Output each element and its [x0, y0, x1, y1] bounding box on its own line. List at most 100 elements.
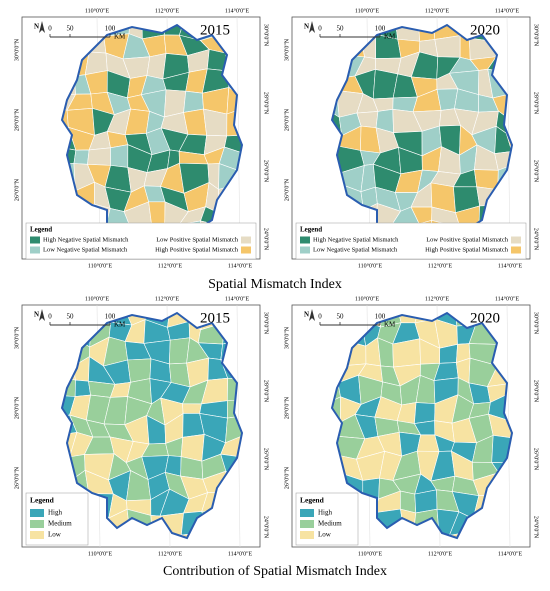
- scale-label: 50: [337, 25, 345, 33]
- scale-unit: KM: [384, 33, 396, 41]
- legend-box: [25, 222, 257, 260]
- legend-label: High Positive Spatial Mismatch: [155, 246, 239, 253]
- north-arrow: [309, 21, 315, 33]
- map-panel: 110°0'0"E 110°0'0"E 112°0'0"E 112°0'0"E 114°…: [283, 295, 540, 557]
- north-arrow: [309, 309, 315, 321]
- legend-label: High Negative Spatial Mismatch: [313, 236, 399, 243]
- lat-label: 30°0'0"N: [533, 24, 540, 47]
- lat-label: 26°0'0"N: [263, 448, 270, 471]
- lat-label: 24°0'0"N: [533, 516, 540, 539]
- lon-label: 110°0'0"E: [355, 295, 380, 302]
- lat-label: 24°0'0"N: [263, 228, 270, 251]
- scale-unit: KM: [114, 33, 126, 41]
- region: [434, 35, 461, 58]
- legend-box: [295, 222, 527, 260]
- lon-label: 110°0'0"E: [355, 7, 380, 14]
- legend-label: Medium: [48, 520, 72, 528]
- legend-label: Medium: [318, 520, 342, 528]
- legend-swatch: [241, 246, 251, 254]
- section-caption: Spatial Mismatch Index: [208, 277, 342, 292]
- scale-label: 0: [318, 25, 322, 33]
- lat-label: 24°0'0"N: [263, 516, 270, 539]
- map-panel: 110°0'0"E 110°0'0"E 112°0'0"E 112°0'0"E 114°…: [283, 7, 539, 269]
- scale-label: 100: [105, 313, 116, 321]
- lon-label: 114°0'0"E: [495, 7, 520, 14]
- lon-label: 112°0'0"E: [425, 295, 450, 302]
- region: [414, 402, 436, 424]
- lon-label: 112°0'0"E: [158, 550, 183, 557]
- region: [392, 338, 421, 368]
- lat-label: 30°0'0"N: [13, 326, 20, 349]
- region: [73, 149, 90, 165]
- year-label: 2020: [470, 22, 500, 38]
- lon-label: 112°0'0"E: [155, 295, 180, 302]
- region: [74, 379, 91, 397]
- lon-label: 110°0'0"E: [88, 550, 113, 557]
- province-outline: [60, 311, 244, 540]
- lon-label: 112°0'0"E: [428, 550, 453, 557]
- lat-label: 26°0'0"N: [283, 178, 290, 201]
- legend-swatch: [300, 236, 310, 244]
- lat-label: 28°0'0"N: [13, 108, 20, 131]
- legend-swatch: [300, 509, 314, 517]
- lat-label: 28°0'0"N: [13, 396, 20, 419]
- lon-label: 110°0'0"E: [85, 7, 110, 14]
- lon-label: 114°0'0"E: [225, 295, 250, 302]
- legend-swatch: [30, 246, 40, 254]
- lat-label: 28°0'0"N: [263, 92, 270, 115]
- lon-label: 112°0'0"E: [428, 262, 453, 269]
- legend-swatch: [30, 531, 44, 539]
- lat-label: 30°0'0"N: [13, 38, 20, 61]
- north-label: N: [304, 311, 309, 319]
- legend-label: Low Negative Spatial Mismatch: [313, 246, 398, 253]
- lon-label: 112°0'0"E: [425, 7, 450, 14]
- scale-label: 50: [337, 313, 345, 321]
- legend-swatch: [511, 236, 521, 244]
- scale-label: 100: [105, 25, 116, 33]
- lat-label: 30°0'0"N: [283, 326, 290, 349]
- lat-label: 28°0'0"N: [263, 380, 270, 403]
- lon-label: 110°0'0"E: [85, 295, 110, 302]
- legend-swatch: [30, 520, 44, 528]
- lat-label: 30°0'0"N: [263, 24, 270, 47]
- lon-label: 114°0'0"E: [225, 7, 250, 14]
- scale-label: 0: [318, 313, 322, 321]
- lon-label: 114°0'0"E: [228, 262, 253, 269]
- lon-label: 114°0'0"E: [495, 295, 520, 302]
- lat-label: 24°0'0"N: [533, 228, 540, 251]
- legend-swatch: [30, 509, 44, 517]
- lat-label: 26°0'0"N: [13, 178, 20, 201]
- year-label: 2020: [470, 310, 500, 326]
- lon-label: 110°0'0"E: [358, 262, 383, 269]
- lon-label: 114°0'0"E: [498, 262, 523, 269]
- north-label: N: [34, 311, 39, 319]
- legend-label: High Positive Spatial Mismatch: [425, 246, 509, 253]
- lat-label: 28°0'0"N: [283, 108, 290, 131]
- legend-title: Legend: [30, 226, 52, 234]
- legend-swatch: [300, 246, 310, 254]
- scale-label: 50: [67, 25, 75, 33]
- region: [505, 124, 512, 152]
- north-arrow: [39, 309, 45, 321]
- lon-label: 110°0'0"E: [88, 262, 113, 269]
- legend-label: Low: [48, 531, 62, 539]
- legend-swatch: [300, 520, 314, 528]
- legend-swatch: [300, 531, 314, 539]
- legend-title: Legend: [300, 226, 322, 234]
- legend-label: Low Negative Spatial Mismatch: [43, 246, 128, 253]
- legend-title: Legend: [30, 496, 55, 505]
- lon-label: 114°0'0"E: [228, 550, 253, 557]
- lon-label: 114°0'0"E: [498, 550, 523, 557]
- legend-label: High: [318, 509, 333, 517]
- north-label: N: [304, 23, 309, 31]
- legend-swatch: [241, 236, 251, 244]
- legend-label: High: [48, 509, 63, 517]
- lat-label: 30°0'0"N: [263, 312, 270, 335]
- region: [87, 147, 111, 166]
- scale-label: 0: [48, 25, 52, 33]
- north-arrow: [39, 21, 45, 33]
- region: [474, 169, 499, 190]
- province-outline: [330, 311, 514, 540]
- region: [203, 108, 228, 137]
- scale-unit: KM: [114, 321, 126, 329]
